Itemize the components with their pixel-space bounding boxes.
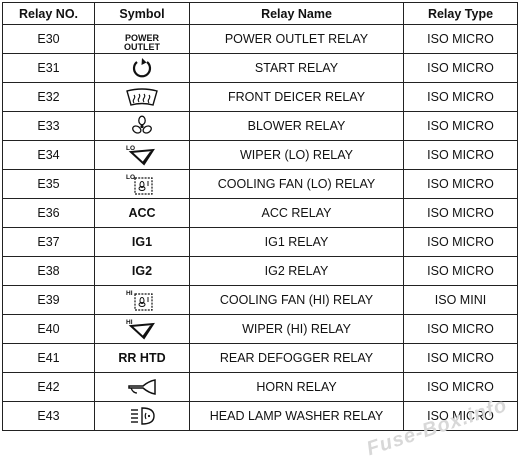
- relay-type: ISO MICRO: [403, 82, 518, 112]
- table-row: E35 LO COOLING FAN (LO) RELAY ISO MICRO: [2, 169, 518, 199]
- power-outlet-symbol: POWER OUTLET: [124, 25, 160, 52]
- relay-name: ACC RELAY: [189, 198, 404, 228]
- table-row: E31 START RELAY ISO MICRO: [2, 53, 518, 83]
- header-relay-type: Relay Type: [403, 2, 518, 25]
- relay-table: Relay NO. Symbol Relay Name Relay Type E…: [2, 2, 518, 431]
- head-lamp-washer-icon: [131, 407, 155, 425]
- relay-symbol: LO: [94, 169, 190, 199]
- blower-fan-icon: [132, 115, 152, 134]
- relay-no: E31: [2, 53, 95, 83]
- table-row: E38 IG2 IG2 RELAY ISO MICRO: [2, 256, 518, 286]
- cooling-fan-hi-label: HI: [126, 290, 133, 297]
- relay-name: WIPER (HI) RELAY: [189, 314, 404, 344]
- horn-icon: [128, 379, 156, 395]
- relay-symbol: POWER OUTLET: [94, 24, 190, 54]
- relay-symbol: LO: [94, 140, 190, 170]
- relay-symbol: HI: [94, 285, 190, 315]
- relay-type: ISO MICRO: [403, 140, 518, 170]
- relay-name: HORN RELAY: [189, 372, 404, 402]
- relay-no: E42: [2, 372, 95, 402]
- table-row: E32 FRONT DEICER RELAY ISO MICRO: [2, 82, 518, 112]
- relay-no: E34: [2, 140, 95, 170]
- relay-type: ISO MICRO: [403, 256, 518, 286]
- relay-no: E35: [2, 169, 95, 199]
- relay-name: REAR DEFOGGER RELAY: [189, 343, 404, 373]
- wiper-lo-icon: LO: [126, 145, 155, 166]
- relay-type: ISO MICRO: [403, 111, 518, 141]
- relay-name: WIPER (LO) RELAY: [189, 140, 404, 170]
- relay-name: IG2 RELAY: [189, 256, 404, 286]
- relay-symbol: [94, 401, 190, 431]
- relay-no: E37: [2, 227, 95, 257]
- header-symbol: Symbol: [94, 2, 190, 25]
- relay-name: BLOWER RELAY: [189, 111, 404, 141]
- relay-symbol: [94, 53, 190, 83]
- wiper-hi-icon: HI: [126, 319, 155, 340]
- wiper-hi-label: HI: [126, 319, 133, 326]
- relay-type: ISO MICRO: [403, 343, 518, 373]
- table-header-row: Relay NO. Symbol Relay Name Relay Type: [2, 2, 518, 25]
- relay-symbol: [94, 82, 190, 112]
- relay-no: E39: [2, 285, 95, 315]
- relay-name: POWER OUTLET RELAY: [189, 24, 404, 54]
- cooling-fan-hi-icon: HI: [126, 290, 153, 311]
- relay-no: E36: [2, 198, 95, 228]
- relay-type: ISO MICRO: [403, 401, 518, 431]
- relay-no: E32: [2, 82, 95, 112]
- start-icon: [132, 58, 152, 78]
- relay-symbol: [94, 372, 190, 402]
- relay-name: COOLING FAN (HI) RELAY: [189, 285, 404, 315]
- relay-type: ISO MICRO: [403, 314, 518, 344]
- cooling-fan-lo-label: LO: [126, 174, 135, 181]
- relay-type: ISO MICRO: [403, 198, 518, 228]
- table-row: E30 POWER OUTLET POWER OUTLET RELAY ISO …: [2, 24, 518, 54]
- relay-type: ISO MICRO: [403, 227, 518, 257]
- relay-type: ISO MINI: [403, 285, 518, 315]
- relay-name: FRONT DEICER RELAY: [189, 82, 404, 112]
- relay-name: HEAD LAMP WASHER RELAY: [189, 401, 404, 431]
- relay-symbol: ACC: [94, 198, 190, 228]
- header-relay-no: Relay NO.: [2, 2, 95, 25]
- table-row: E43 HEAD LAMP WASHER RELAY ISO MICRO: [2, 401, 518, 431]
- table-row: E42 HORN RELAY ISO MICRO: [2, 372, 518, 402]
- relay-name: START RELAY: [189, 53, 404, 83]
- front-deicer-icon: [126, 88, 158, 106]
- relay-symbol: IG2: [94, 256, 190, 286]
- relay-symbol: RR HTD: [94, 343, 190, 373]
- relay-type: ISO MICRO: [403, 24, 518, 54]
- relay-type: ISO MICRO: [403, 169, 518, 199]
- relay-type: ISO MICRO: [403, 372, 518, 402]
- table-row: E34 LO WIPER (LO) RELAY ISO MICRO: [2, 140, 518, 170]
- wiper-lo-label: LO: [126, 145, 135, 152]
- table-row: E36 ACC ACC RELAY ISO MICRO: [2, 198, 518, 228]
- symbol-text: POWER OUTLET: [124, 33, 160, 52]
- relay-type: ISO MICRO: [403, 53, 518, 83]
- relay-no: E33: [2, 111, 95, 141]
- header-relay-name: Relay Name: [189, 2, 404, 25]
- cooling-fan-lo-icon: LO: [126, 174, 153, 195]
- table-row: E41 RR HTD REAR DEFOGGER RELAY ISO MICRO: [2, 343, 518, 373]
- relay-symbol: HI: [94, 314, 190, 344]
- table-row: E39 HI COOLING FAN (HI) RELAY ISO MINI: [2, 285, 518, 315]
- relay-no: E43: [2, 401, 95, 431]
- relay-no: E30: [2, 24, 95, 54]
- relay-symbol: IG1: [94, 227, 190, 257]
- table-row: E37 IG1 IG1 RELAY ISO MICRO: [2, 227, 518, 257]
- relay-symbol: [94, 111, 190, 141]
- table-row: E33 BLOWER RELAY ISO MICRO: [2, 111, 518, 141]
- relay-no: E40: [2, 314, 95, 344]
- relay-no: E41: [2, 343, 95, 373]
- table-row: E40 HI WIPER (HI) RELAY ISO MICRO: [2, 314, 518, 344]
- relay-no: E38: [2, 256, 95, 286]
- relay-name: IG1 RELAY: [189, 227, 404, 257]
- relay-name: COOLING FAN (LO) RELAY: [189, 169, 404, 199]
